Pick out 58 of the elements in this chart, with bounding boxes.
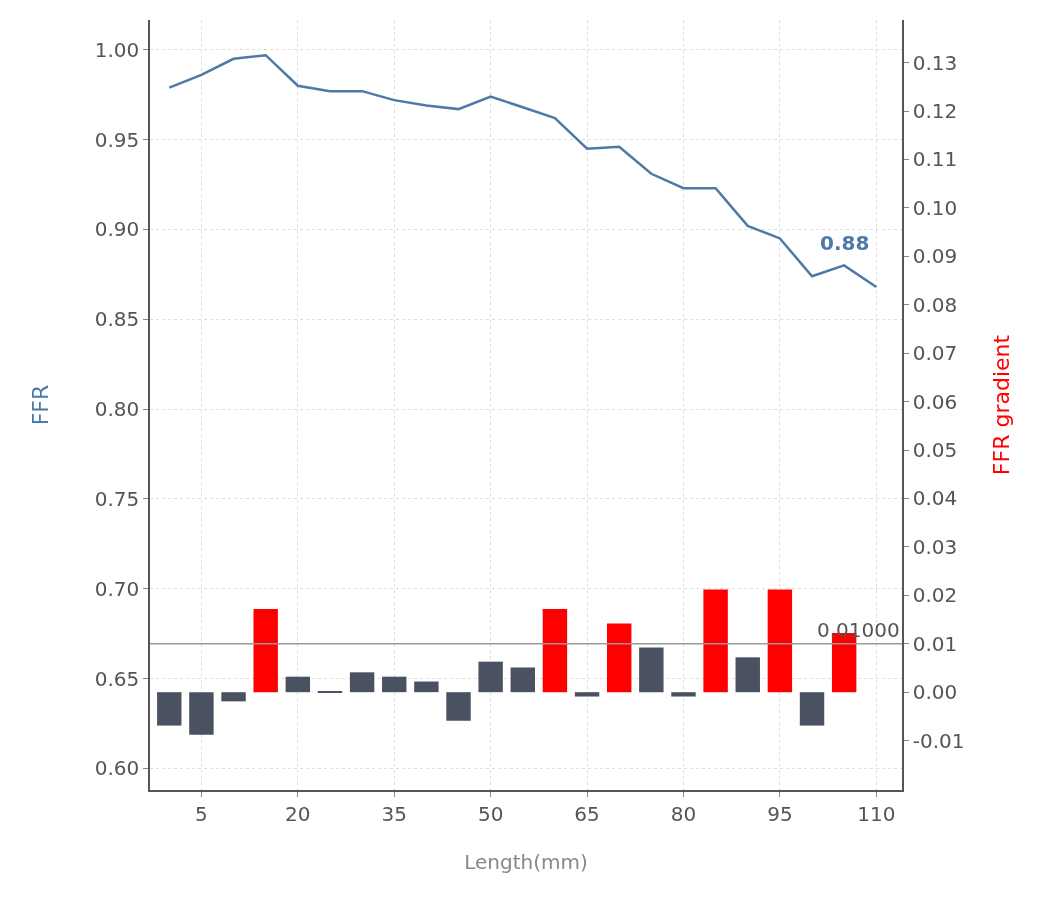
y2-tick-label: 0.02 [912,583,958,608]
bar [542,608,568,693]
bar [221,692,246,702]
bar [349,672,375,693]
y-tick-label: 1.00 [94,37,140,62]
bar [478,661,503,693]
y2-tick-label: 0.10 [912,195,958,220]
x-axis-title: Length(mm) [464,849,588,874]
y2-tick-label: 0.06 [912,389,958,414]
y2-tick-label: 0.01 [912,631,958,656]
bar [446,692,471,721]
x-tick-label: 20 [285,801,311,826]
bar [253,608,278,693]
y2-axis-title: FFR gradient [988,334,1014,476]
y2-tick-label: 0.05 [912,438,958,463]
bar [510,667,535,693]
annotation: 0.88 [820,231,870,255]
bar [799,692,825,726]
x-tick-label: 80 [670,801,697,826]
y-axis-title: FFR [28,384,54,426]
y2-tick-label: 0.13 [912,50,958,75]
bar [285,676,311,693]
x-tick-label: 95 [767,801,793,826]
bar [606,623,632,693]
y-tick-label: 0.90 [94,217,140,242]
x-tick-label: 65 [574,801,600,826]
x-tick-label: 110 [857,801,896,826]
bar [671,692,696,697]
y-tick-label: 0.60 [94,756,140,781]
y2-tick-label: 0.07 [912,341,958,366]
bar [157,692,182,726]
y-tick-label: 0.85 [94,307,140,332]
y-tick-label: 0.75 [94,486,140,511]
y-tick-label: 0.65 [94,666,140,691]
ref-line-label: 0.01000 [817,618,900,642]
y-tick-label: 0.95 [94,127,140,152]
bar [767,589,793,693]
y-tick-label: 0.80 [94,397,140,422]
y2-tick-label: 0.08 [912,292,958,317]
line-series [168,53,878,289]
y2-tick-label: -0.01 [912,728,965,753]
x-tick-label: 35 [381,801,407,826]
bar [574,692,600,697]
y2-tick-label: 0.11 [912,147,958,172]
y2-tick-label: 0.00 [912,680,958,705]
bar [703,589,728,693]
x-tick-label: 50 [477,801,504,826]
bar [414,681,439,693]
y2-tick-label: 0.03 [912,534,958,559]
bar [382,676,407,693]
bar [639,647,664,693]
bar [735,657,760,693]
y2-tick-label: 0.12 [912,99,958,124]
bar [189,692,214,735]
x-tick-label: 5 [195,801,208,826]
y-tick-label: 0.70 [94,576,140,601]
y2-tick-label: 0.09 [912,244,958,269]
y2-tick-label: 0.04 [912,486,958,511]
